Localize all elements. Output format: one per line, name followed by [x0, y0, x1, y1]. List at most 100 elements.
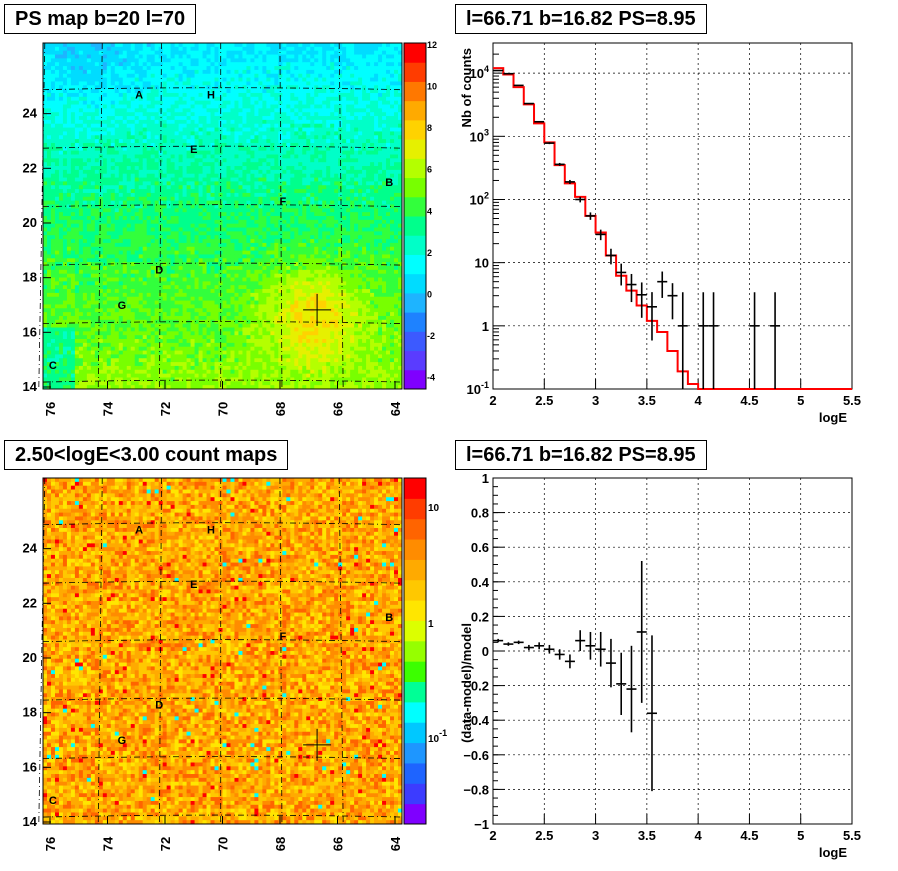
colorbar-cell [404, 177, 426, 198]
y-tick-label: 1 [482, 471, 489, 486]
y-tick-label: 0.2 [471, 609, 489, 624]
x-tick-label: 70 [216, 402, 231, 416]
y-tick-label: 0.6 [471, 540, 489, 555]
source-label: D [155, 264, 163, 276]
x-tick-label: 68 [273, 837, 288, 851]
source-label: G [118, 300, 127, 312]
x-tick-label: 2 [489, 828, 496, 843]
x-tick-label: 72 [158, 837, 173, 851]
source-label: E [190, 144, 197, 156]
colorbar-tick-label: 2 [427, 248, 432, 258]
colorbar-cell [404, 640, 426, 662]
colorbar-cell [404, 661, 426, 683]
x-tick-label: 64 [388, 401, 403, 416]
x-tick-label: 68 [273, 402, 288, 416]
y-tick-label: 24 [23, 541, 38, 556]
model-line [493, 67, 852, 390]
colorbar-tick-label: -2 [427, 331, 435, 341]
map-grid-line [279, 477, 283, 825]
colorbar-cell [404, 100, 426, 121]
colorbar-cell [404, 43, 426, 63]
colorbar-cell [404, 620, 426, 642]
x-tick-label: 3.5 [638, 393, 656, 408]
x-tick-label: 5.5 [843, 828, 861, 843]
colorbar-cell [404, 216, 426, 236]
y-tick-label: −1 [474, 817, 489, 832]
x-tick-label: 4.5 [740, 393, 758, 408]
x-tick-label: 2.5 [535, 828, 553, 843]
residual-frame [492, 477, 853, 825]
y-tick-label: 22 [23, 595, 37, 610]
y-tick-label: 14 [23, 814, 38, 829]
x-tick-label: 4 [695, 828, 703, 843]
y-tick-label: 18 [23, 270, 37, 285]
source-label: A [135, 90, 143, 102]
colorbar-cell [404, 196, 426, 217]
x-tick-label: 76 [43, 402, 58, 416]
colorbar-cell [404, 579, 426, 601]
y-tick-label: −0.4 [463, 713, 489, 728]
source-label: H [207, 525, 215, 537]
colorbar-cell [404, 81, 426, 102]
x-tick-label: 66 [331, 402, 346, 416]
y-axis-label: (data-model)/model [459, 623, 474, 743]
x-tick-label: 3 [592, 828, 599, 843]
map-grid-line [159, 42, 162, 390]
y-tick-label: 20 [23, 215, 37, 230]
x-axis-label: logE [819, 410, 847, 425]
source-label: G [118, 735, 127, 747]
y-tick-label: 104 [470, 64, 489, 81]
y-tick-label: 103 [470, 127, 489, 144]
count-colorbar [403, 477, 427, 825]
colorbar-cell [404, 742, 426, 764]
colorbar-cell [404, 273, 426, 294]
y-tick-label: 0.8 [471, 506, 489, 521]
x-tick-label: 5 [797, 393, 804, 408]
ps-map-heatmap [43, 43, 403, 390]
count-map-title: 2.50<logE<3.00 count maps [4, 440, 289, 470]
colorbar-tick-label: 0 [427, 289, 432, 299]
x-tick-label: 3 [592, 393, 599, 408]
y-tick-label: 18 [23, 705, 37, 720]
colorbar-cell [404, 783, 426, 805]
y-tick-label: 14 [23, 379, 38, 394]
y-tick-label: 24 [23, 106, 38, 121]
colorbar-cell [404, 235, 426, 255]
y-tick-label: −0.8 [463, 782, 489, 797]
colorbar-tick-label: 1 [428, 619, 434, 630]
colorbar-cell [404, 350, 426, 371]
colorbar-tick-label: 10 [427, 82, 437, 92]
colorbar-tick-label: 10 [428, 503, 440, 514]
y-tick-label: 10-1 [467, 380, 489, 397]
colorbar-cell [404, 518, 426, 540]
y-tick-label: −0.6 [463, 748, 489, 763]
count-map-heatmap [43, 478, 403, 825]
source-label: C [49, 360, 57, 372]
source-label: B [385, 177, 393, 189]
colorbar-cell [404, 119, 426, 140]
x-tick-label: 64 [388, 836, 403, 851]
map-grid-line [38, 42, 46, 390]
x-tick-label: 2 [489, 393, 496, 408]
x-tick-label: 76 [43, 837, 58, 851]
colorbar-cell [404, 722, 426, 744]
map-grid-line [338, 477, 344, 825]
source-label: E [190, 579, 197, 591]
x-tick-label: 4.5 [740, 828, 758, 843]
colorbar-cell [404, 498, 426, 520]
colorbar-cell [404, 62, 426, 82]
colorbar-cell [404, 139, 426, 159]
colorbar-cell [404, 478, 426, 499]
x-tick-label: 66 [331, 837, 346, 851]
y-tick-label: 102 [470, 190, 489, 207]
x-axis-label: logE [819, 845, 847, 860]
y-tick-label: 0 [482, 644, 489, 659]
x-tick-label: 70 [216, 837, 231, 851]
colorbar-tick-label: 6 [427, 165, 432, 175]
source-label: F [280, 631, 287, 643]
source-label: C [49, 795, 57, 807]
y-tick-label: 10 [475, 256, 489, 271]
x-tick-label: 74 [101, 401, 116, 416]
source-label: F [280, 196, 287, 208]
